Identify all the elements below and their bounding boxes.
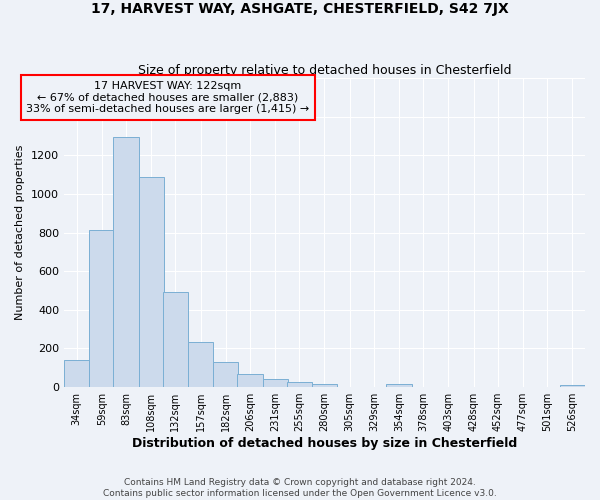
Bar [386,384,412,387]
Bar [238,374,263,387]
Text: 17, HARVEST WAY, ASHGATE, CHESTERFIELD, S42 7JX: 17, HARVEST WAY, ASHGATE, CHESTERFIELD, … [91,2,509,16]
Bar [213,362,238,387]
Bar [263,380,288,387]
Bar [163,292,188,387]
Bar [64,360,89,387]
Title: Size of property relative to detached houses in Chesterfield: Size of property relative to detached ho… [138,64,511,77]
Bar [188,342,213,387]
Bar [139,176,164,387]
X-axis label: Distribution of detached houses by size in Chesterfield: Distribution of detached houses by size … [132,437,517,450]
Text: Contains HM Land Registry data © Crown copyright and database right 2024.
Contai: Contains HM Land Registry data © Crown c… [103,478,497,498]
Bar [89,230,115,387]
Bar [287,382,312,387]
Text: 17 HARVEST WAY: 122sqm
← 67% of detached houses are smaller (2,883)
33% of semi-: 17 HARVEST WAY: 122sqm ← 67% of detached… [26,81,310,114]
Y-axis label: Number of detached properties: Number of detached properties [16,145,25,320]
Bar [113,137,139,387]
Bar [312,384,337,387]
Bar [560,385,585,387]
